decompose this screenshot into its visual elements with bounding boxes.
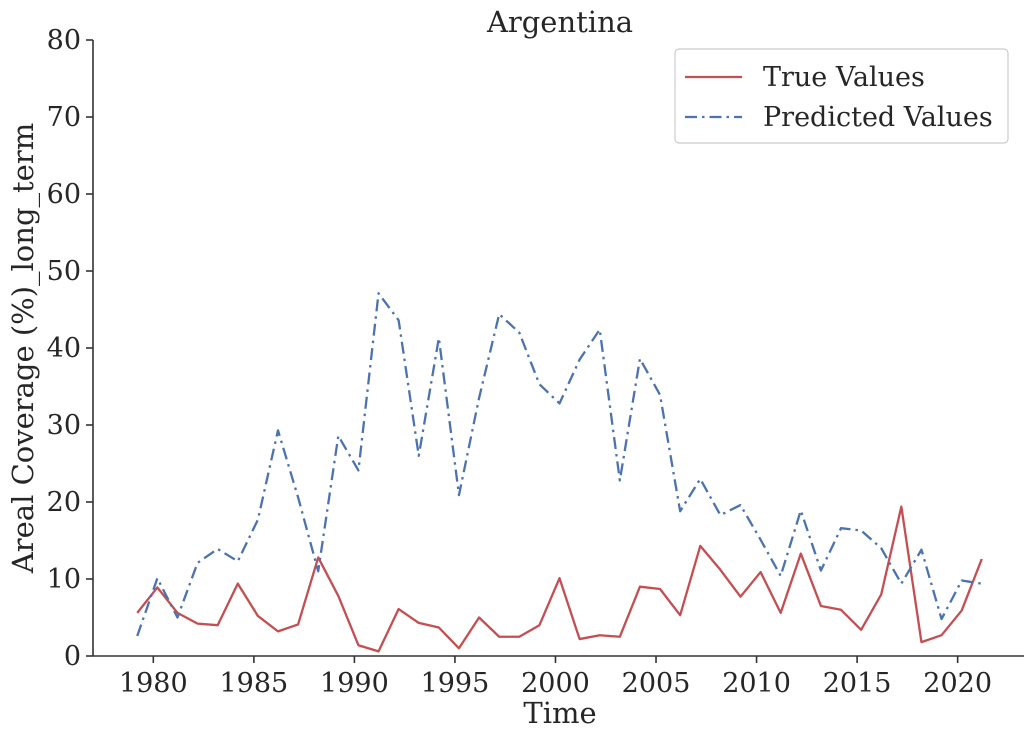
series-line-predicted-values bbox=[136, 292, 982, 637]
x-tick-label: 1995 bbox=[421, 668, 490, 699]
series-layer bbox=[136, 292, 983, 653]
x-axis-title: Time bbox=[523, 696, 596, 730]
y-tick-label: 40 bbox=[47, 333, 81, 364]
legend-label-true-values: True Values bbox=[763, 62, 925, 93]
x-ticks: 1980 1985 1990 1995 2000 2005 2010 2015 2020 bbox=[119, 656, 992, 699]
chart-title: Argentina bbox=[486, 5, 633, 39]
legend: True Values Predicted Values bbox=[674, 48, 1009, 144]
legend-box bbox=[674, 48, 1009, 144]
y-tick-label: 10 bbox=[47, 564, 81, 595]
x-tick-label: 2020 bbox=[923, 668, 992, 699]
y-ticks: 0 10 20 30 40 50 60 70 80 bbox=[47, 25, 93, 672]
y-tick-label: 20 bbox=[47, 487, 81, 518]
x-tick-label: 1980 bbox=[119, 668, 188, 699]
x-tick-label: 2005 bbox=[622, 668, 691, 699]
y-axis-title: Areal Coverage (%)_long_term bbox=[6, 123, 41, 574]
y-tick-label: 80 bbox=[47, 25, 81, 56]
x-tick-label: 2000 bbox=[521, 668, 590, 699]
x-tick-label: 2010 bbox=[722, 668, 791, 699]
y-tick-label: 50 bbox=[47, 256, 81, 287]
y-tick-label: 0 bbox=[64, 641, 81, 672]
x-tick-label: 2015 bbox=[823, 668, 892, 699]
y-tick-label: 30 bbox=[47, 410, 81, 441]
x-tick-label: 1990 bbox=[320, 668, 389, 699]
legend-label-predicted-values: Predicted Values bbox=[763, 102, 993, 133]
series-line-true-values bbox=[136, 505, 983, 653]
y-tick-label: 70 bbox=[47, 102, 81, 133]
x-tick-label: 1985 bbox=[220, 668, 289, 699]
y-tick-label: 60 bbox=[47, 179, 81, 210]
